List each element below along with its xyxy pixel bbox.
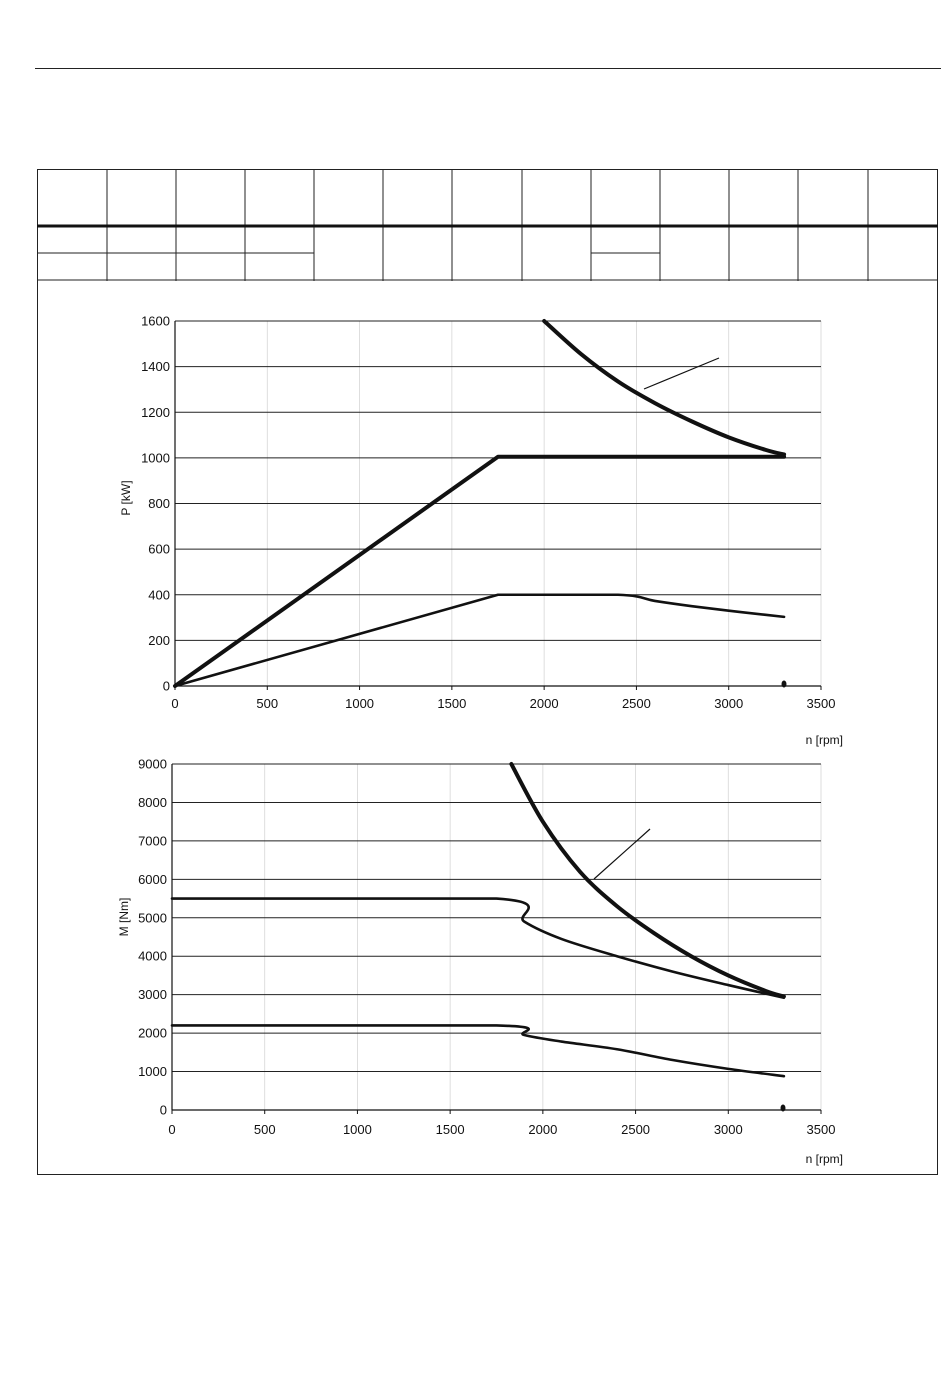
x-tick-label: 3500 xyxy=(807,696,836,711)
y-tick-label: 200 xyxy=(148,633,170,648)
x-tick-label: 1000 xyxy=(343,1122,372,1137)
x-tick-label: 2500 xyxy=(621,1122,650,1137)
end-marker xyxy=(781,680,787,688)
header-table xyxy=(37,169,938,281)
y-tick-label: 1400 xyxy=(141,359,170,374)
y-tick-label: 0 xyxy=(163,679,170,694)
x-tick-label: 500 xyxy=(256,696,278,711)
x-tick-label: 1500 xyxy=(436,1122,465,1137)
y-tick-label: 3000 xyxy=(138,987,167,1002)
y-tick-label: 1600 xyxy=(141,314,170,329)
series-line-2 xyxy=(170,897,786,1000)
x-tick-label: 3000 xyxy=(714,696,743,711)
x-axis-label: n [rpm] xyxy=(806,1152,843,1166)
grid xyxy=(174,320,822,687)
series-line-3 xyxy=(170,1024,786,1078)
y-axis-label: P [kW] xyxy=(119,480,133,515)
curve-pointer xyxy=(643,357,720,390)
y-tick-label: 7000 xyxy=(138,833,167,848)
y-tick-label: 5000 xyxy=(138,910,167,925)
y-tick-label: 800 xyxy=(148,496,170,511)
x-tick-label: 3500 xyxy=(807,1122,836,1137)
series-line-3 xyxy=(173,593,786,688)
y-tick-label: 600 xyxy=(148,542,170,557)
ticks: 0 500 1000 1500 2000 2500 3000 3500 0 200 400 600 80… xyxy=(141,314,835,712)
y-tick-label: 1000 xyxy=(138,1064,167,1079)
series-line-2 xyxy=(542,319,787,457)
x-tick-label: 1000 xyxy=(345,696,374,711)
top-rule xyxy=(35,68,941,69)
x-tick-label: 3000 xyxy=(714,1122,743,1137)
ticks: 0 500 1000 1500 2000 2500 3000 3500 0 1000 2000 300… xyxy=(138,757,835,1138)
y-tick-label: 6000 xyxy=(138,872,167,887)
y-tick-label: 400 xyxy=(148,587,170,602)
x-tick-label: 500 xyxy=(254,1122,276,1137)
y-tick-label: 8000 xyxy=(138,795,167,810)
series xyxy=(173,319,787,688)
x-tick-label: 2500 xyxy=(622,696,651,711)
torque-chart: 0 500 1000 1500 2000 2500 3000 3500 0 1000 2000 300… xyxy=(117,757,843,1167)
x-tick-label: 2000 xyxy=(530,696,559,711)
grid xyxy=(171,763,822,1111)
y-tick-label: 4000 xyxy=(138,949,167,964)
y-tick-label: 1000 xyxy=(141,450,170,465)
curve-pointer xyxy=(593,828,651,880)
x-tick-label: 0 xyxy=(171,696,178,711)
series xyxy=(170,762,786,1078)
x-tick-label: 2000 xyxy=(528,1122,557,1137)
series-line-1 xyxy=(173,454,787,688)
end-marker xyxy=(780,1104,786,1112)
power-chart: 0 500 1000 1500 2000 2500 3000 3500 0 200 400 600 80… xyxy=(119,314,843,748)
y-axis-label: M [Nm] xyxy=(117,898,131,937)
y-tick-label: 1200 xyxy=(141,405,170,420)
chart-frame xyxy=(37,169,938,1175)
x-axis-label: n [rpm] xyxy=(806,733,843,747)
y-tick-label: 9000 xyxy=(138,757,167,772)
x-tick-label: 1500 xyxy=(437,696,466,711)
y-tick-label: 0 xyxy=(160,1103,167,1118)
series-line-1 xyxy=(509,762,786,999)
y-tick-label: 2000 xyxy=(138,1026,167,1041)
x-tick-label: 0 xyxy=(168,1122,175,1137)
